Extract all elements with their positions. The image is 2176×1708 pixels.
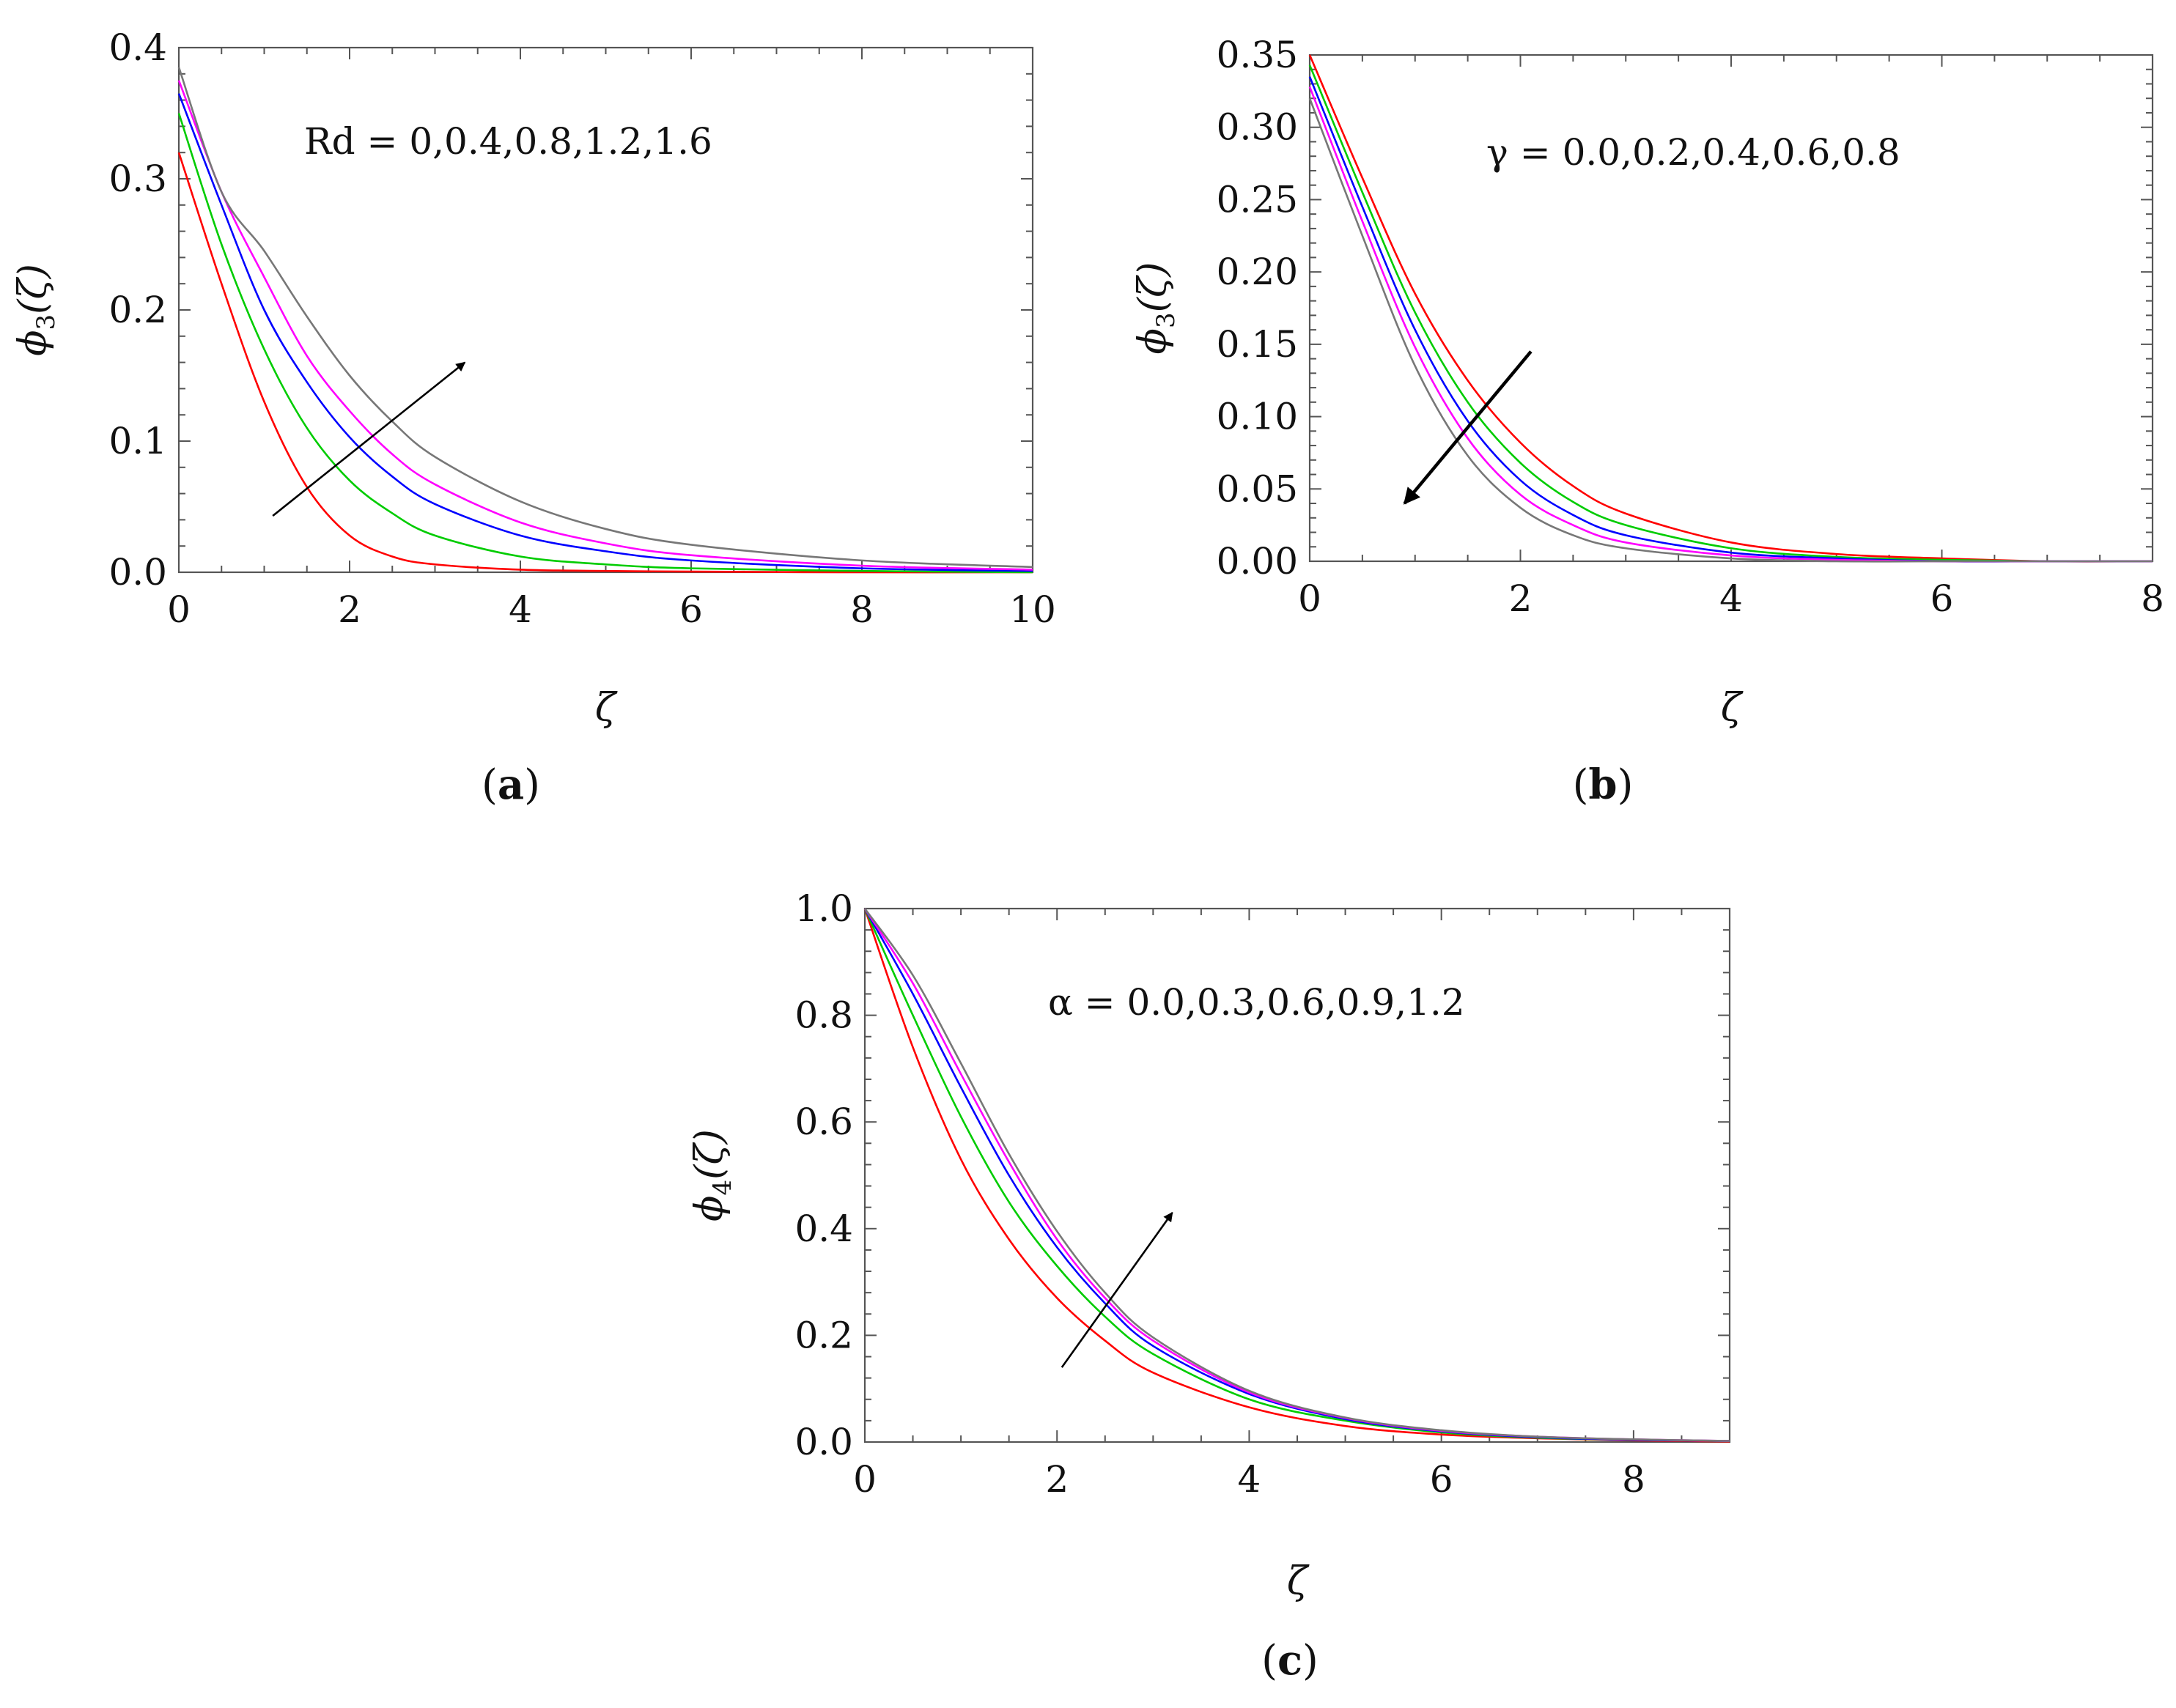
y-tick-label: 0.4 (794, 1208, 853, 1250)
trend-arrow (1061, 1211, 1173, 1368)
y-tick-label: 0.3 (108, 158, 167, 200)
y-tick-label: 0.20 (1217, 251, 1298, 293)
y-tick-label: 0.15 (1217, 323, 1298, 366)
y-tick-label: 0.0 (794, 1421, 853, 1463)
series-line-2 (1308, 64, 2153, 563)
trend-arrow (272, 361, 466, 517)
x-tick-label: 2 (1045, 1458, 1069, 1501)
x-axis-label: ζ (1721, 686, 1744, 730)
chart-panel-c: 0 2 4 6 8 0.0 0.2 0.4 0.6 0.8 1.0 α = 0.0,0.3,0.6,0… (687, 887, 1731, 1685)
y-tick-label: 0.8 (794, 994, 853, 1037)
x-tick-label: 10 (1009, 588, 1056, 631)
x-tick-label: 6 (1930, 577, 1954, 620)
y-tick-label: 0.4 (108, 26, 167, 69)
y-axis-label: ϕ3(ζ) (11, 264, 61, 356)
y-tick-label: 0.30 (1217, 106, 1298, 149)
series-line-3 (177, 93, 1033, 572)
y-tick-label: 0.2 (108, 289, 167, 331)
series-line-1 (1308, 54, 2153, 563)
y-tick-label: 0.00 (1217, 540, 1298, 583)
y-tick-label: 0.05 (1217, 467, 1298, 510)
y-tick-label: 0.1 (108, 420, 167, 462)
y-axis-label: ϕ4(ζ) (687, 1129, 737, 1221)
x-tick-label: 8 (2141, 577, 2164, 620)
y-tick-label: 0.6 (794, 1101, 853, 1143)
x-tick-label: 8 (850, 588, 874, 631)
y-tick-label: 0.35 (1217, 34, 1298, 76)
series-line-1 (177, 152, 1033, 574)
x-tick-label: 0 (853, 1458, 877, 1501)
y-axis-label: ϕ3(ζ) (1131, 262, 1181, 355)
panel-label: (b) (1573, 761, 1634, 809)
series-line-5 (1308, 97, 2153, 563)
x-axis-label: ζ (1287, 1559, 1310, 1603)
series-line-4 (177, 80, 1033, 571)
series-line-2 (177, 113, 1033, 574)
chart-panel-b: 0 2 4 6 8 0.00 0.05 0.10 0.15 0.20 0.25 0.30 0.35 γ =… (1131, 34, 2164, 809)
x-tick-label: 2 (338, 588, 361, 631)
y-tick-label: 0.0 (108, 551, 167, 594)
panel-label: (a) (482, 761, 540, 809)
x-tick-label: 6 (679, 588, 703, 631)
panel-label: (c) (1261, 1636, 1318, 1685)
x-tick-label: 0 (167, 588, 191, 631)
x-axis-label: ζ (595, 686, 618, 730)
x-tick-label: 4 (1719, 577, 1743, 620)
y-tick-label: 1.0 (794, 887, 853, 930)
x-tick-label: 6 (1430, 1458, 1453, 1501)
parameter-annotation: Rd = 0,0.4,0.8,1.2,1.6 (304, 120, 712, 163)
x-tick-label: 2 (1509, 577, 1533, 620)
y-tick-label: 0.25 (1217, 178, 1298, 221)
y-tick-label: 0.2 (794, 1314, 853, 1356)
trend-arrow (1403, 350, 1533, 505)
chart-panel-a: 0 2 4 6 8 10 0.0 0.1 0.2 0.3 0.4 Rd = 0,0.4,0.8,1.2… (11, 26, 1056, 809)
x-tick-label: 0 (1298, 577, 1321, 620)
series-line-5 (863, 908, 1730, 1442)
x-tick-label: 4 (509, 588, 532, 631)
x-tick-label: 8 (1622, 1458, 1645, 1501)
parameter-annotation: γ = 0.0,0.2,0.4,0.6,0.8 (1486, 131, 1900, 174)
y-tick-label: 0.10 (1217, 396, 1298, 438)
series-line-5 (177, 67, 1033, 569)
x-tick-label: 4 (1238, 1458, 1261, 1501)
parameter-annotation: α = 0.0,0.3,0.6,0.9,1.2 (1048, 981, 1465, 1024)
